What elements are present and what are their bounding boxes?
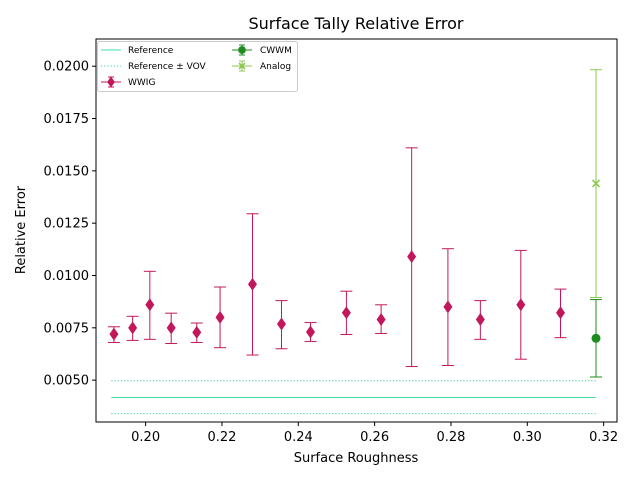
wwig-legend-label: WWIG	[128, 78, 155, 88]
cwwm-legend-label: CWWM	[260, 46, 292, 56]
y-tick-label: 0.0050	[44, 374, 90, 389]
wwig-point	[145, 298, 155, 312]
x-tick-label: 0.30	[513, 430, 542, 445]
legend: Reference Reference ± VOV WWIG CWWM Analog	[97, 41, 298, 92]
x-tick-label: 0.20	[131, 430, 160, 445]
x-axis-label: Surface Roughness	[294, 451, 419, 466]
wwig-point	[109, 327, 119, 341]
legend-box	[97, 41, 298, 92]
x-tick-label: 0.26	[360, 430, 389, 445]
wwig-point	[276, 317, 286, 331]
wwig-point	[376, 312, 386, 326]
y-axis-label: Relative Error	[14, 185, 29, 274]
wwig-point	[306, 325, 316, 339]
wwig-point	[475, 312, 485, 326]
y-tick-label: 0.0175	[44, 112, 90, 127]
plot-area	[107, 69, 603, 415]
x-tick-label: 0.22	[207, 430, 236, 445]
reference-legend-label: Reference	[128, 46, 174, 56]
wwig-point	[247, 277, 257, 291]
wwig-point	[443, 300, 453, 314]
wwig-point	[166, 321, 176, 335]
cwwm-legend-marker	[238, 46, 246, 54]
axes-frame	[95, 38, 618, 423]
analog-point	[591, 179, 601, 188]
x-tick-label: 0.24	[284, 430, 313, 445]
analog-legend-label: Analog	[260, 62, 291, 72]
wwig-point	[407, 250, 417, 264]
y-tick-label: 0.0200	[44, 60, 90, 75]
y-tick-label: 0.0125	[44, 217, 90, 232]
wwig-point	[341, 306, 351, 320]
wwig-point	[215, 310, 225, 324]
reference-vov-legend-label: Reference ± VOV	[128, 62, 207, 72]
axes: 0.20 0.22 0.24 0.26 0.28 0.30 0.32 0.0050 0.0075…	[44, 38, 618, 445]
wwig-point	[556, 306, 566, 320]
wwig-point	[516, 298, 526, 312]
chart-title: Surface Tally Relative Error	[248, 14, 463, 33]
analog-legend-marker	[238, 62, 246, 70]
wwig-legend-marker	[107, 76, 115, 88]
wwig-point	[192, 325, 202, 339]
x-tick-label: 0.32	[589, 430, 618, 445]
cwwm-point	[591, 333, 601, 343]
y-tick-label: 0.0100	[44, 269, 90, 284]
y-tick-label: 0.0075	[44, 321, 90, 336]
x-tick-label: 0.28	[436, 430, 465, 445]
wwig-point	[128, 321, 138, 335]
y-tick-label: 0.0150	[44, 164, 90, 179]
